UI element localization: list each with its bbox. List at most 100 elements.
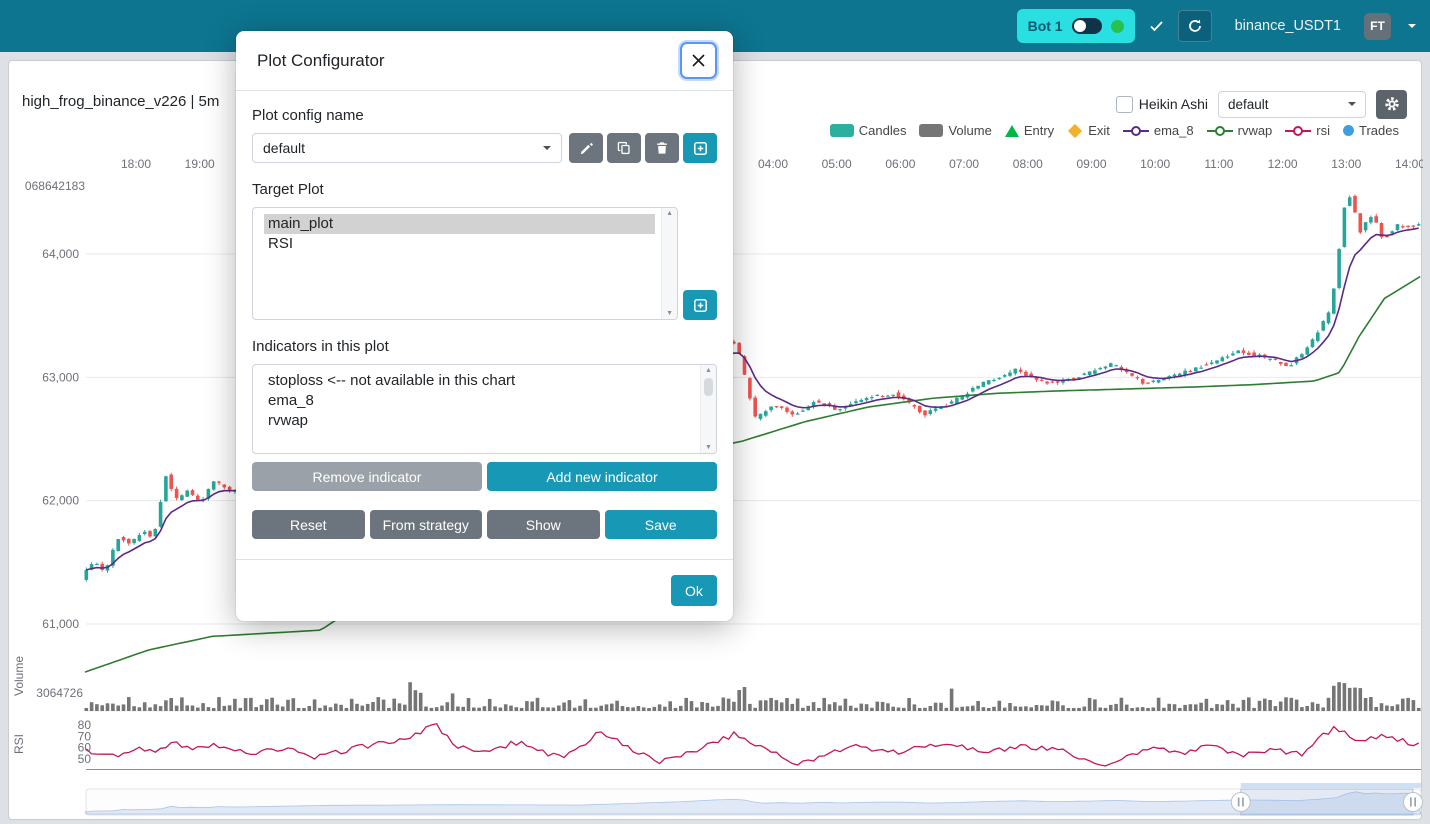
bot-name-label: Bot 1 — [1027, 18, 1063, 34]
legend-item-Volume[interactable]: Volume — [919, 123, 992, 138]
scroll-down-icon[interactable]: ▼ — [705, 444, 712, 451]
caret-down-icon[interactable] — [1408, 24, 1416, 28]
plot-settings-button[interactable] — [1376, 89, 1407, 119]
gear-icon — [1384, 97, 1399, 111]
reset-button[interactable]: Reset — [252, 510, 365, 539]
indicator-buttons-row: Remove indicator Add new indicator — [252, 462, 717, 491]
trash-icon — [657, 142, 667, 154]
legend-item-rvwap[interactable]: rvwap — [1206, 123, 1273, 138]
ema_8-legend-icon — [1122, 124, 1149, 137]
legend-label: Trades — [1359, 123, 1399, 138]
list-item[interactable]: stoploss <-- not available in this chart — [268, 372, 516, 389]
list-item[interactable]: ema_8 — [268, 392, 314, 409]
rsi-axis-label: 80 — [78, 718, 92, 732]
refresh-icon — [1188, 19, 1201, 32]
legend-item-Exit[interactable]: Exit — [1067, 123, 1110, 138]
legend-item-Trades[interactable]: Trades — [1343, 123, 1399, 138]
y-axis-label: 62,000 — [42, 494, 79, 508]
Candles-legend-icon — [829, 124, 854, 137]
modal-footer: Ok — [236, 559, 733, 621]
rsi-axis-title: RSI — [12, 734, 26, 754]
config-name-select[interactable]: default — [252, 133, 562, 163]
chevron-down-icon — [1348, 102, 1356, 106]
x-axis-label: 18:00 — [121, 157, 151, 171]
datazoom-window[interactable] — [1240, 788, 1414, 816]
pair-label: binance_USDT1 — [1234, 18, 1341, 34]
modal-header: Plot Configurator — [236, 31, 733, 91]
from-strategy-button[interactable]: From strategy — [369, 510, 482, 539]
copy-icon — [617, 141, 630, 155]
legend-item-rsi[interactable]: rsi — [1285, 123, 1330, 138]
scroll-down-icon[interactable]: ▼ — [666, 310, 674, 317]
scrollbar[interactable]: ▲ ▼ — [661, 208, 678, 319]
target-plot-row: main_plot RSI ▲ ▼ — [252, 207, 717, 320]
list-item[interactable]: rvwap — [268, 412, 309, 429]
x-axis-label: 06:00 — [885, 157, 915, 171]
x-axis-label: 07:00 — [949, 157, 979, 171]
remove-indicator-button[interactable]: Remove indicator — [252, 462, 482, 491]
duplicate-config-button[interactable] — [607, 133, 641, 163]
x-axis-label: 11:00 — [1204, 157, 1233, 171]
legend-item-ema_8[interactable]: ema_8 — [1122, 123, 1194, 138]
volume-axis-label: 3064726 — [36, 686, 83, 700]
price-chart-canvas[interactable]: 64,00063,00062,00061,00018:0019:0020:002… — [9, 149, 1423, 821]
bot-selector[interactable]: Bot 1 — [1016, 9, 1135, 43]
y-axis-label: 63,000 — [42, 370, 79, 384]
plot-config-select-value: default — [1228, 96, 1269, 112]
add-plot-button[interactable] — [683, 290, 717, 320]
add-indicator-button[interactable]: Add new indicator — [487, 462, 717, 491]
rsi-axis-label: 50 — [78, 752, 92, 766]
online-status-dot — [1110, 19, 1124, 33]
target-plot-label: Target Plot — [252, 181, 324, 198]
heikin-ashi-label: Heikin Ashi — [1138, 96, 1208, 112]
datazoom-handle-left[interactable] — [1230, 792, 1251, 812]
list-item[interactable]: main_plot — [264, 214, 656, 234]
plot-configurator-modal: Plot Configurator Plot config name defau… — [236, 31, 733, 621]
list-item[interactable]: RSI — [268, 235, 294, 252]
avatar[interactable]: FT — [1364, 12, 1391, 40]
plus-box-icon — [693, 298, 707, 312]
delete-config-button[interactable] — [645, 133, 679, 163]
scroll-up-icon[interactable]: ▲ — [705, 367, 712, 374]
x-axis-label: 14:00 — [1395, 157, 1423, 171]
legend-label: ema_8 — [1153, 123, 1194, 138]
legend-label: Candles — [858, 123, 907, 138]
heikin-ashi-checkbox[interactable] — [1115, 95, 1133, 113]
scroll-thumb[interactable] — [704, 378, 713, 396]
x-axis-label: 12:00 — [1268, 157, 1298, 171]
legend-label: rvwap — [1237, 123, 1273, 138]
config-name-value: default — [263, 140, 306, 156]
datazoom-handle-right[interactable] — [1403, 792, 1423, 812]
y-axis-label: 64,000 — [42, 247, 79, 261]
bot-toggle[interactable] — [1071, 18, 1102, 34]
rsi-series — [85, 723, 1419, 767]
close-button[interactable] — [680, 42, 717, 79]
rename-config-button[interactable] — [569, 133, 603, 163]
scroll-up-icon[interactable]: ▲ — [666, 210, 674, 217]
x-axis-label: 04:00 — [758, 157, 788, 171]
chevron-down-icon — [543, 146, 551, 150]
legend-item-Candles[interactable]: Candles — [829, 123, 907, 138]
indicators-listbox[interactable]: stoploss <-- not available in this chart… — [252, 364, 717, 454]
rsi-legend-icon — [1285, 124, 1312, 137]
plot-config-select[interactable]: default — [1218, 90, 1366, 118]
scrollbar[interactable]: ▲ ▼ — [700, 365, 716, 453]
x-axis-label: 10:00 — [1140, 157, 1170, 171]
add-config-button[interactable] — [683, 133, 717, 163]
legend-label: Volume — [948, 123, 992, 138]
ok-button[interactable]: Ok — [671, 575, 717, 606]
refresh-button[interactable] — [1177, 10, 1212, 42]
show-button[interactable]: Show — [487, 510, 600, 539]
y-axis-label: 068642183 — [25, 179, 85, 193]
volume-axis-title: Volume — [12, 656, 26, 696]
Exit-legend-icon — [1068, 123, 1083, 138]
modal-body: Plot config name default — [236, 91, 733, 559]
Trades-legend-icon — [1343, 125, 1355, 136]
legend-label: Exit — [1088, 123, 1110, 138]
legend-item-Entry[interactable]: Entry — [1004, 123, 1054, 138]
target-plot-listbox[interactable]: main_plot RSI ▲ ▼ — [252, 207, 679, 320]
config-name-label: Plot config name — [252, 107, 364, 124]
save-button[interactable]: Save — [604, 510, 717, 539]
check-icon — [1149, 20, 1163, 32]
chart-pair-title: high_frog_binance_v226 | 5m — [22, 93, 220, 110]
